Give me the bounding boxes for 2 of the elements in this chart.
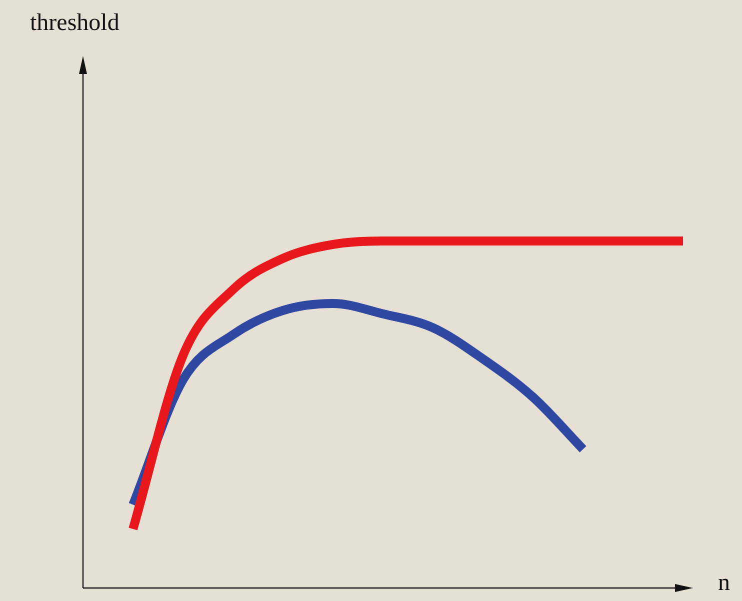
x-axis-title: n [718,570,730,597]
text: threshold [30,10,120,37]
